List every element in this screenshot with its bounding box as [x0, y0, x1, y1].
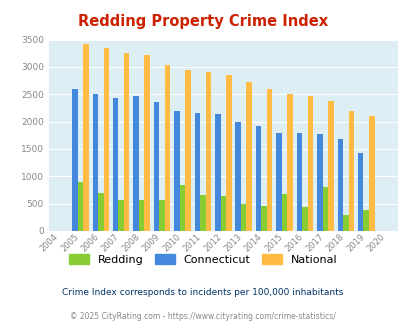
Bar: [362, 210, 368, 231]
Bar: [205, 72, 211, 231]
Bar: [307, 96, 313, 231]
Bar: [287, 94, 292, 231]
Bar: [98, 193, 103, 231]
Bar: [235, 122, 241, 231]
Bar: [266, 89, 272, 231]
Bar: [296, 133, 301, 231]
Bar: [255, 126, 261, 231]
Bar: [164, 65, 170, 231]
Bar: [220, 196, 226, 231]
Bar: [301, 208, 307, 231]
Bar: [185, 70, 190, 231]
Bar: [124, 53, 129, 231]
Bar: [246, 82, 252, 231]
Bar: [241, 204, 246, 231]
Bar: [179, 185, 185, 231]
Bar: [92, 94, 98, 231]
Bar: [348, 111, 353, 231]
Bar: [139, 200, 144, 231]
Bar: [337, 139, 342, 231]
Text: Redding Property Crime Index: Redding Property Crime Index: [78, 14, 327, 29]
Bar: [133, 96, 139, 231]
Bar: [103, 49, 109, 231]
Bar: [276, 133, 281, 231]
Bar: [194, 113, 200, 231]
Bar: [342, 215, 348, 231]
Bar: [368, 115, 373, 231]
Bar: [261, 206, 266, 231]
Bar: [113, 98, 118, 231]
Bar: [200, 195, 205, 231]
Legend: Redding, Connecticut, National: Redding, Connecticut, National: [64, 250, 341, 269]
Bar: [153, 102, 159, 231]
Text: © 2025 CityRating.com - https://www.cityrating.com/crime-statistics/: © 2025 CityRating.com - https://www.city…: [70, 312, 335, 321]
Bar: [144, 55, 149, 231]
Bar: [327, 101, 333, 231]
Bar: [215, 114, 220, 231]
Bar: [159, 200, 164, 231]
Bar: [322, 187, 327, 231]
Bar: [83, 44, 88, 231]
Bar: [357, 153, 362, 231]
Bar: [118, 200, 124, 231]
Bar: [72, 89, 77, 231]
Bar: [174, 111, 179, 231]
Text: Crime Index corresponds to incidents per 100,000 inhabitants: Crime Index corresponds to incidents per…: [62, 287, 343, 297]
Bar: [77, 182, 83, 231]
Bar: [281, 194, 287, 231]
Bar: [316, 134, 322, 231]
Bar: [226, 75, 231, 231]
